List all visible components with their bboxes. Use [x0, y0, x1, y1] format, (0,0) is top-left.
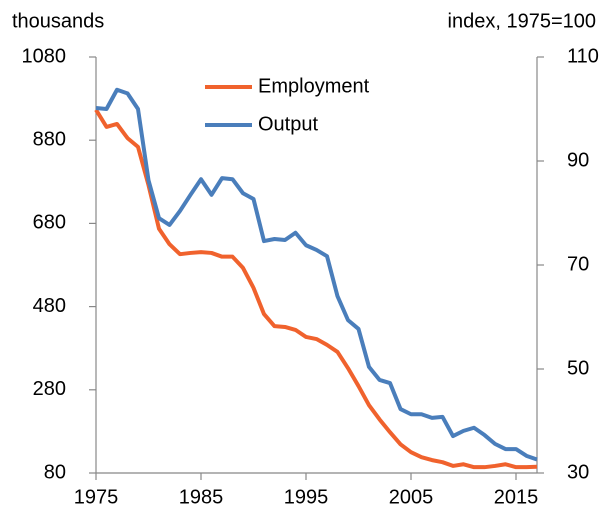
y-tick-label: 1080 [22, 45, 67, 67]
series-line [94, 108, 538, 470]
x-tick-label: 2015 [494, 486, 539, 508]
legend-label: Employment [258, 75, 370, 97]
x-tick-label: 1995 [284, 486, 329, 508]
y2-tick-label: 110 [567, 45, 599, 67]
series-line [95, 87, 538, 462]
x-tick-label: 2005 [389, 486, 434, 508]
y-tick-label: 80 [44, 461, 66, 483]
y-tick-label: 680 [33, 212, 66, 234]
y2-axis-label: index, 1975=100 [448, 10, 596, 32]
y-axis-label: thousands [12, 10, 104, 32]
y2-tick-label: 30 [567, 461, 589, 483]
x-tick-label: 1985 [179, 486, 224, 508]
y-tick-label: 880 [33, 128, 66, 150]
y2-tick-label: 70 [567, 253, 589, 275]
legend-label: Output [258, 113, 318, 135]
y2-tick-label: 90 [567, 149, 589, 171]
x-tick-label: 1975 [74, 486, 119, 508]
y-tick-label: 480 [33, 295, 66, 317]
y-tick-label: 280 [33, 378, 66, 400]
y2-tick-label: 50 [567, 357, 589, 379]
